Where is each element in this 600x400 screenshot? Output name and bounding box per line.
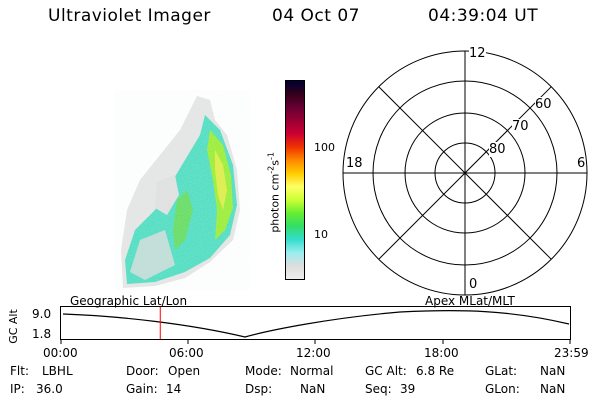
door-value: Open: [168, 364, 201, 378]
observation-date: 04 Oct 07: [272, 6, 360, 26]
timeline-y-min: 1.8: [32, 327, 52, 341]
colorbar-label-unit: photon cm: [268, 173, 282, 233]
timeline-axis-label: GC Alt: [6, 309, 20, 344]
polar-diagonal-2: [378, 86, 552, 260]
colorbar-label: photon cm-2s-1: [267, 132, 282, 252]
timeline-plot: [60, 306, 571, 344]
timeline-x-tick: 06:00: [169, 346, 204, 360]
observation-time: 04:39:04 UT: [428, 6, 539, 26]
timeline-y-max: 9.0: [32, 307, 52, 321]
glat-label: GLat:: [485, 364, 518, 378]
mode-value: Normal: [290, 364, 334, 378]
timeline-right-title: Apex MLat/MLT: [425, 294, 515, 308]
gcalt-label: GC Alt:: [365, 364, 407, 378]
glat-value: NaN: [540, 364, 566, 378]
colorbar: [285, 80, 305, 280]
flt-value: LBHL: [42, 364, 73, 378]
timeline-x-tick: 23:59: [554, 346, 589, 360]
polar-label-lat-60: 60: [535, 97, 552, 112]
seq-label: Seq:: [365, 382, 392, 396]
ip-label: IP:: [10, 382, 25, 396]
colorbar-ticks: [305, 80, 345, 280]
colorbar-label-exp2: -1: [266, 152, 276, 160]
timeline-x-tick: 12:00: [296, 346, 331, 360]
gain-value: 14: [166, 382, 182, 396]
polar-label-mlt-6: 6: [577, 156, 586, 171]
polar-label-mlt-18: 18: [346, 156, 363, 171]
polar-label-mlt-12: 12: [469, 46, 486, 61]
timeline-altitude-curve: [62, 310, 570, 338]
mode-label: Mode:: [245, 364, 282, 378]
door-label: Door:: [126, 364, 159, 378]
dsp-label: Dsp:: [245, 382, 273, 396]
flt-label: Flt:: [10, 364, 29, 378]
ip-value: 36.0: [36, 382, 63, 396]
polar-label-lat-70: 70: [512, 119, 529, 134]
gain-label: Gain:: [126, 382, 158, 396]
glon-label: GLon:: [485, 382, 520, 396]
polar-label-lat-80: 80: [489, 142, 506, 157]
colorbar-label-second: s: [268, 159, 282, 166]
polar-label-mlt-0: 0: [469, 277, 478, 292]
instrument-title: Ultraviolet Imager: [48, 6, 211, 26]
uv-image: [115, 90, 250, 290]
colorbar-tick-100: 100: [314, 141, 335, 154]
dsp-value: NaN: [300, 382, 326, 396]
glon-value: NaN: [540, 382, 566, 396]
polar-plot: [342, 50, 588, 296]
seq-value: 39: [400, 382, 416, 396]
timeline-x-tick: 18:00: [424, 346, 459, 360]
gcalt-value: 6.8 Re: [416, 364, 455, 378]
timeline-x-tick: 00:00: [43, 346, 78, 360]
colorbar-tick-10: 10: [314, 228, 328, 241]
timeline-left-title: Geographic Lat/Lon: [70, 294, 188, 308]
colorbar-label-exp1: -2: [266, 165, 276, 174]
uv-image-noise: [115, 90, 250, 290]
